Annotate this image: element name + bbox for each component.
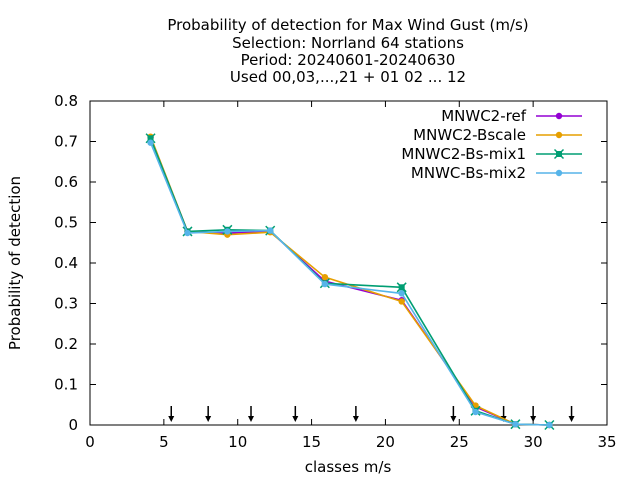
x-axis: 0 5 10 15 20 25 30 35 (85, 101, 617, 451)
x-tick-label: 20 (376, 433, 395, 451)
x-axis-label: classes m/s (305, 458, 392, 476)
legend-label: MNWC2-ref (441, 107, 526, 125)
data-point (145, 133, 156, 144)
x-tick-label: 5 (159, 433, 169, 451)
data-point (147, 139, 154, 146)
y-axis: 0 0.1 0.2 0.3 0.4 0.5 0.6 0.7 0.8 (54, 92, 607, 434)
series-mnwc-bs-mix2 (147, 139, 553, 429)
chart-title: Probability of detection for Max Wind Gu… (167, 16, 528, 86)
y-axis-label: Probability of detection (6, 176, 24, 350)
class-markers (168, 406, 575, 422)
title-line-3: Period: 20240601-20240630 (241, 51, 456, 69)
x-tick-label: 15 (302, 433, 321, 451)
y-tick-label: 0.6 (54, 173, 78, 191)
data-point (224, 228, 231, 235)
data-point (398, 298, 405, 305)
title-line-4: Used 00,03,...,21 + 01 02 ... 12 (230, 68, 466, 86)
y-tick-label: 0.2 (54, 335, 78, 353)
legend: MNWC2-refMNWC2-BscaleMNWC2-Bs-mix1MNWC-B… (401, 107, 582, 182)
data-point (472, 408, 479, 416)
data-point (546, 421, 553, 429)
x-tick-label: 35 (597, 433, 616, 451)
legend-item: MNWC-Bs-mix2 (411, 164, 582, 182)
legend-item: MNWC2-Bs-mix1 (401, 145, 582, 163)
y-tick-label: 0.4 (54, 254, 78, 272)
class-marker-arrow (352, 406, 359, 422)
data-point (267, 227, 274, 234)
data-point (398, 290, 405, 297)
data-point (555, 131, 563, 139)
title-line-1: Probability of detection for Max Wind Gu… (167, 16, 528, 34)
legend-label: MNWC-Bs-mix2 (411, 164, 526, 182)
series-layer (145, 133, 555, 431)
y-tick-label: 0 (68, 416, 78, 434)
y-tick-label: 0.1 (54, 376, 78, 394)
data-point (184, 229, 191, 237)
y-tick-label: 0.7 (54, 133, 78, 151)
class-marker-arrow (292, 406, 299, 422)
class-marker-arrow (568, 406, 575, 422)
class-marker-arrow (530, 406, 537, 422)
data-point (396, 282, 407, 293)
y-tick-label: 0.3 (54, 295, 78, 313)
data-point (555, 112, 563, 120)
legend-label: MNWC2-Bs-mix1 (401, 145, 526, 163)
data-point (555, 169, 563, 177)
title-line-2: Selection: Norrland 64 stations (232, 34, 464, 52)
x-tick-label: 10 (228, 433, 247, 451)
x-tick-label: 30 (524, 433, 543, 451)
data-point (512, 420, 519, 428)
data-point (321, 280, 329, 288)
y-tick-label: 0.8 (54, 92, 78, 110)
data-point (321, 273, 329, 281)
legend-item: MNWC2-ref (441, 107, 582, 125)
legend-item: MNWC2-Bscale (413, 126, 582, 144)
class-marker-arrow (450, 406, 457, 422)
x-tick-label: 25 (450, 433, 469, 451)
legend-label: MNWC2-Bscale (413, 126, 526, 144)
x-tick-label: 0 (85, 433, 95, 451)
class-marker-arrow (168, 406, 175, 422)
data-point (553, 148, 565, 160)
y-tick-label: 0.5 (54, 214, 78, 232)
class-marker-arrow (248, 406, 255, 422)
class-marker-arrow (205, 406, 212, 422)
